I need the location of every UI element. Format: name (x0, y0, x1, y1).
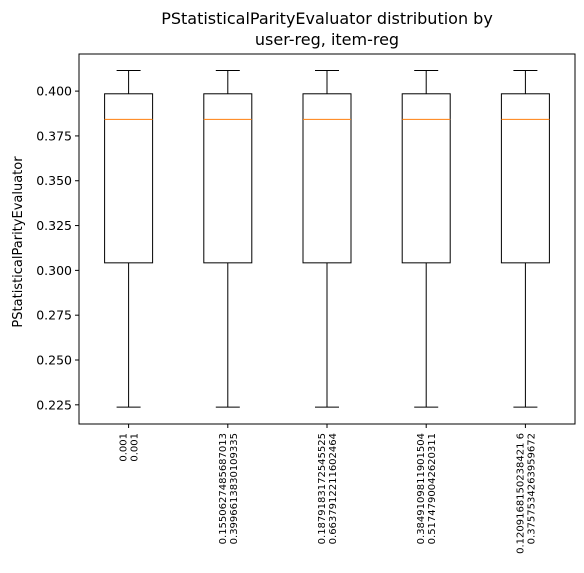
y-tick-label: 0.325 (36, 218, 72, 233)
y-tick-label: 0.275 (36, 308, 72, 323)
x-tick-label: 0.3996613830109335 (229, 433, 240, 544)
x-tick-label: 0.001 (130, 433, 141, 462)
x-tick-label: 0.001 (119, 433, 130, 462)
y-tick-label: 0.350 (36, 173, 72, 188)
y-tick-label: 0.225 (36, 397, 72, 412)
box (401, 93, 451, 264)
y-axis-label: PStatisticalParityEvaluator (11, 156, 26, 328)
y-tick-label: 0.300 (36, 263, 72, 278)
plot-frame (78, 53, 576, 425)
box (500, 93, 550, 264)
x-tick-label: 0.5174790042620311 (427, 433, 438, 544)
y-tick-label: 0.400 (36, 84, 72, 99)
x-tick-label: 0.1879183172545525 (317, 433, 328, 544)
x-tick-label: 0.3757534263959672 (526, 433, 537, 544)
box (203, 93, 253, 264)
y-tick-label: 0.375 (36, 128, 72, 143)
plot-marks: 0.225 0.250 0.275 0.300 0.325 0.350 0.375 0.400… (36, 69, 550, 554)
y-tick-label: 0.250 (36, 353, 72, 368)
box (104, 93, 154, 264)
x-tick-label: 0.3849109811901504 (416, 433, 427, 544)
chart-title-line-1: PStatisticalParityEvaluator distribution… (161, 9, 493, 28)
x-tick-label: 0.1550627485687013 (218, 433, 229, 544)
x-tick-label: 0.6637912211602464 (328, 433, 339, 544)
chart-title-line-2: user-reg, item-reg (255, 30, 399, 49)
box (302, 93, 352, 264)
x-tick-label: 0.1209168150238421 6 (515, 433, 526, 554)
